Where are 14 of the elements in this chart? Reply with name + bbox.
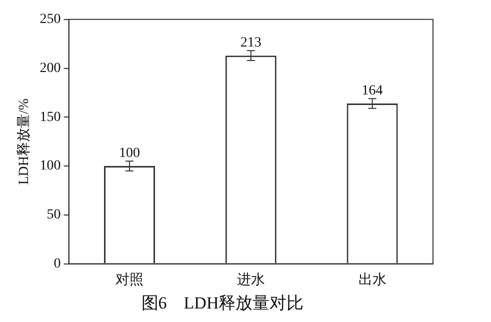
y-axis-title: LDH释放量/% — [16, 98, 32, 185]
data-label: 164 — [362, 83, 383, 98]
data-label: 213 — [240, 35, 262, 50]
y-tick-label: 50 — [46, 208, 61, 223]
y-tick-label: 100 — [40, 158, 61, 174]
data-label: 100 — [119, 146, 140, 161]
text: 图6 LDH释放量对比 — [141, 293, 304, 312]
y-tick-label: 200 — [40, 60, 61, 76]
y-tick-label: 250 — [40, 12, 61, 28]
x-tick-label: 进水 — [236, 272, 265, 288]
y-tick-label: 0 — [54, 256, 61, 272]
x-tick-label: 对照 — [116, 272, 144, 288]
y-tick-label: 150 — [40, 110, 61, 125]
x-tick-label: 出水 — [358, 272, 386, 288]
